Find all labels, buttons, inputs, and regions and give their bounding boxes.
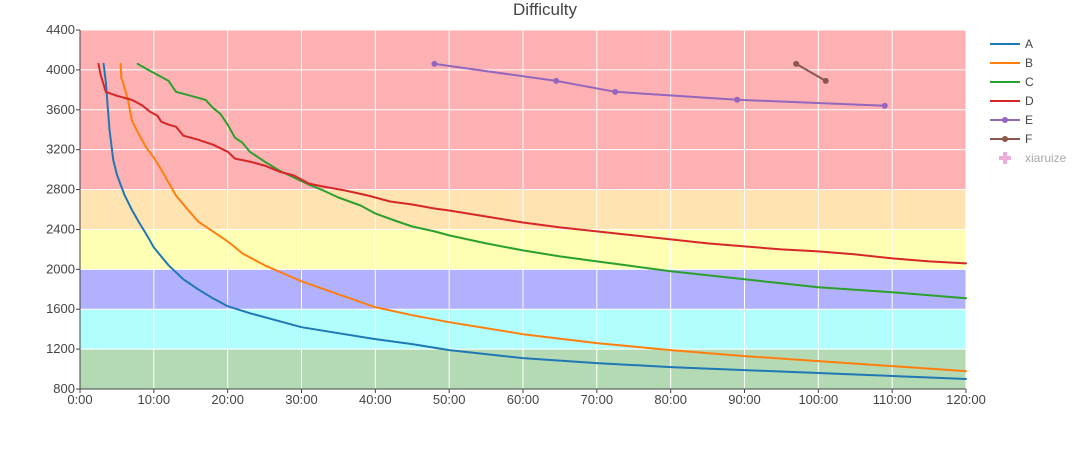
legend-item-xiaruize[interactable]: xiaruize [999,151,1067,165]
legend-item-C[interactable]: C [990,75,1034,89]
series-point-F-1 [822,77,829,84]
legend-label-C: C [1025,75,1034,89]
legend-item-E[interactable]: E [990,113,1033,127]
x-tick-label: 0:00 [67,392,92,407]
y-tick-label: 2400 [46,221,75,236]
y-tick-label: 800 [53,381,75,396]
y-tick-label: 3600 [46,102,75,117]
x-tick-label: 40:00 [359,392,392,407]
legend-cross-icon [999,152,1011,164]
series-point-E-1 [553,77,560,84]
legend-item-B[interactable]: B [990,56,1033,70]
axes: 0:00 10:00 20:00 30:00 40:00 50:00 60:00 70:00 8… [46,22,986,407]
x-tick-label: 20:00 [211,392,244,407]
legend-label-F: F [1025,132,1032,146]
series-point-F-0 [793,60,800,67]
series-point-E-0 [431,60,438,67]
x-tick-label: 30:00 [285,392,318,407]
y-tick-label: 4000 [46,62,75,77]
x-tick-label: 110:00 [873,392,912,407]
y-tick-label: 4400 [46,22,75,37]
legend-label-A: A [1025,37,1033,51]
x-tick-label: 80:00 [654,392,687,407]
y-tick-label: 3200 [46,142,75,157]
y-tick-label: 1200 [46,341,75,356]
x-tick-label: 120:00 [946,392,986,407]
x-tick-label: 60:00 [507,392,540,407]
x-tick-label: 50:00 [433,392,466,407]
chart-title: Difficulty [513,0,577,19]
y-tick-label: 2000 [46,261,75,276]
series-line-F [795,62,827,82]
y-tick-label: 2800 [46,182,75,197]
legend-label-D: D [1025,94,1034,108]
legend-item-F[interactable]: F [990,132,1032,146]
legend-marker-F [1002,136,1008,142]
legend-label-E: E [1025,113,1033,127]
series-line-B [119,62,967,373]
legend-marker-E [1002,117,1008,123]
legend-label-xiaruize: xiaruize [1025,151,1067,165]
x-tick-label: 70:00 [581,392,614,407]
x-tick-label: 10:00 [138,392,171,407]
series-lines [97,60,967,380]
series-point-E-2 [612,88,619,95]
series-line-D [97,62,967,265]
series-point-E-3 [734,96,741,103]
legend-item-D[interactable]: D [990,94,1034,108]
legend-item-A[interactable]: A [990,37,1033,51]
series-point-E-4 [881,102,888,109]
y-tick-label: 1600 [46,301,75,316]
x-tick-label: 100:00 [798,392,838,407]
series-line-C [136,62,967,300]
x-tick-label: 90:00 [728,392,761,407]
series-line-A [102,62,967,380]
gridlines [79,29,967,390]
legend-label-B: B [1025,56,1033,70]
